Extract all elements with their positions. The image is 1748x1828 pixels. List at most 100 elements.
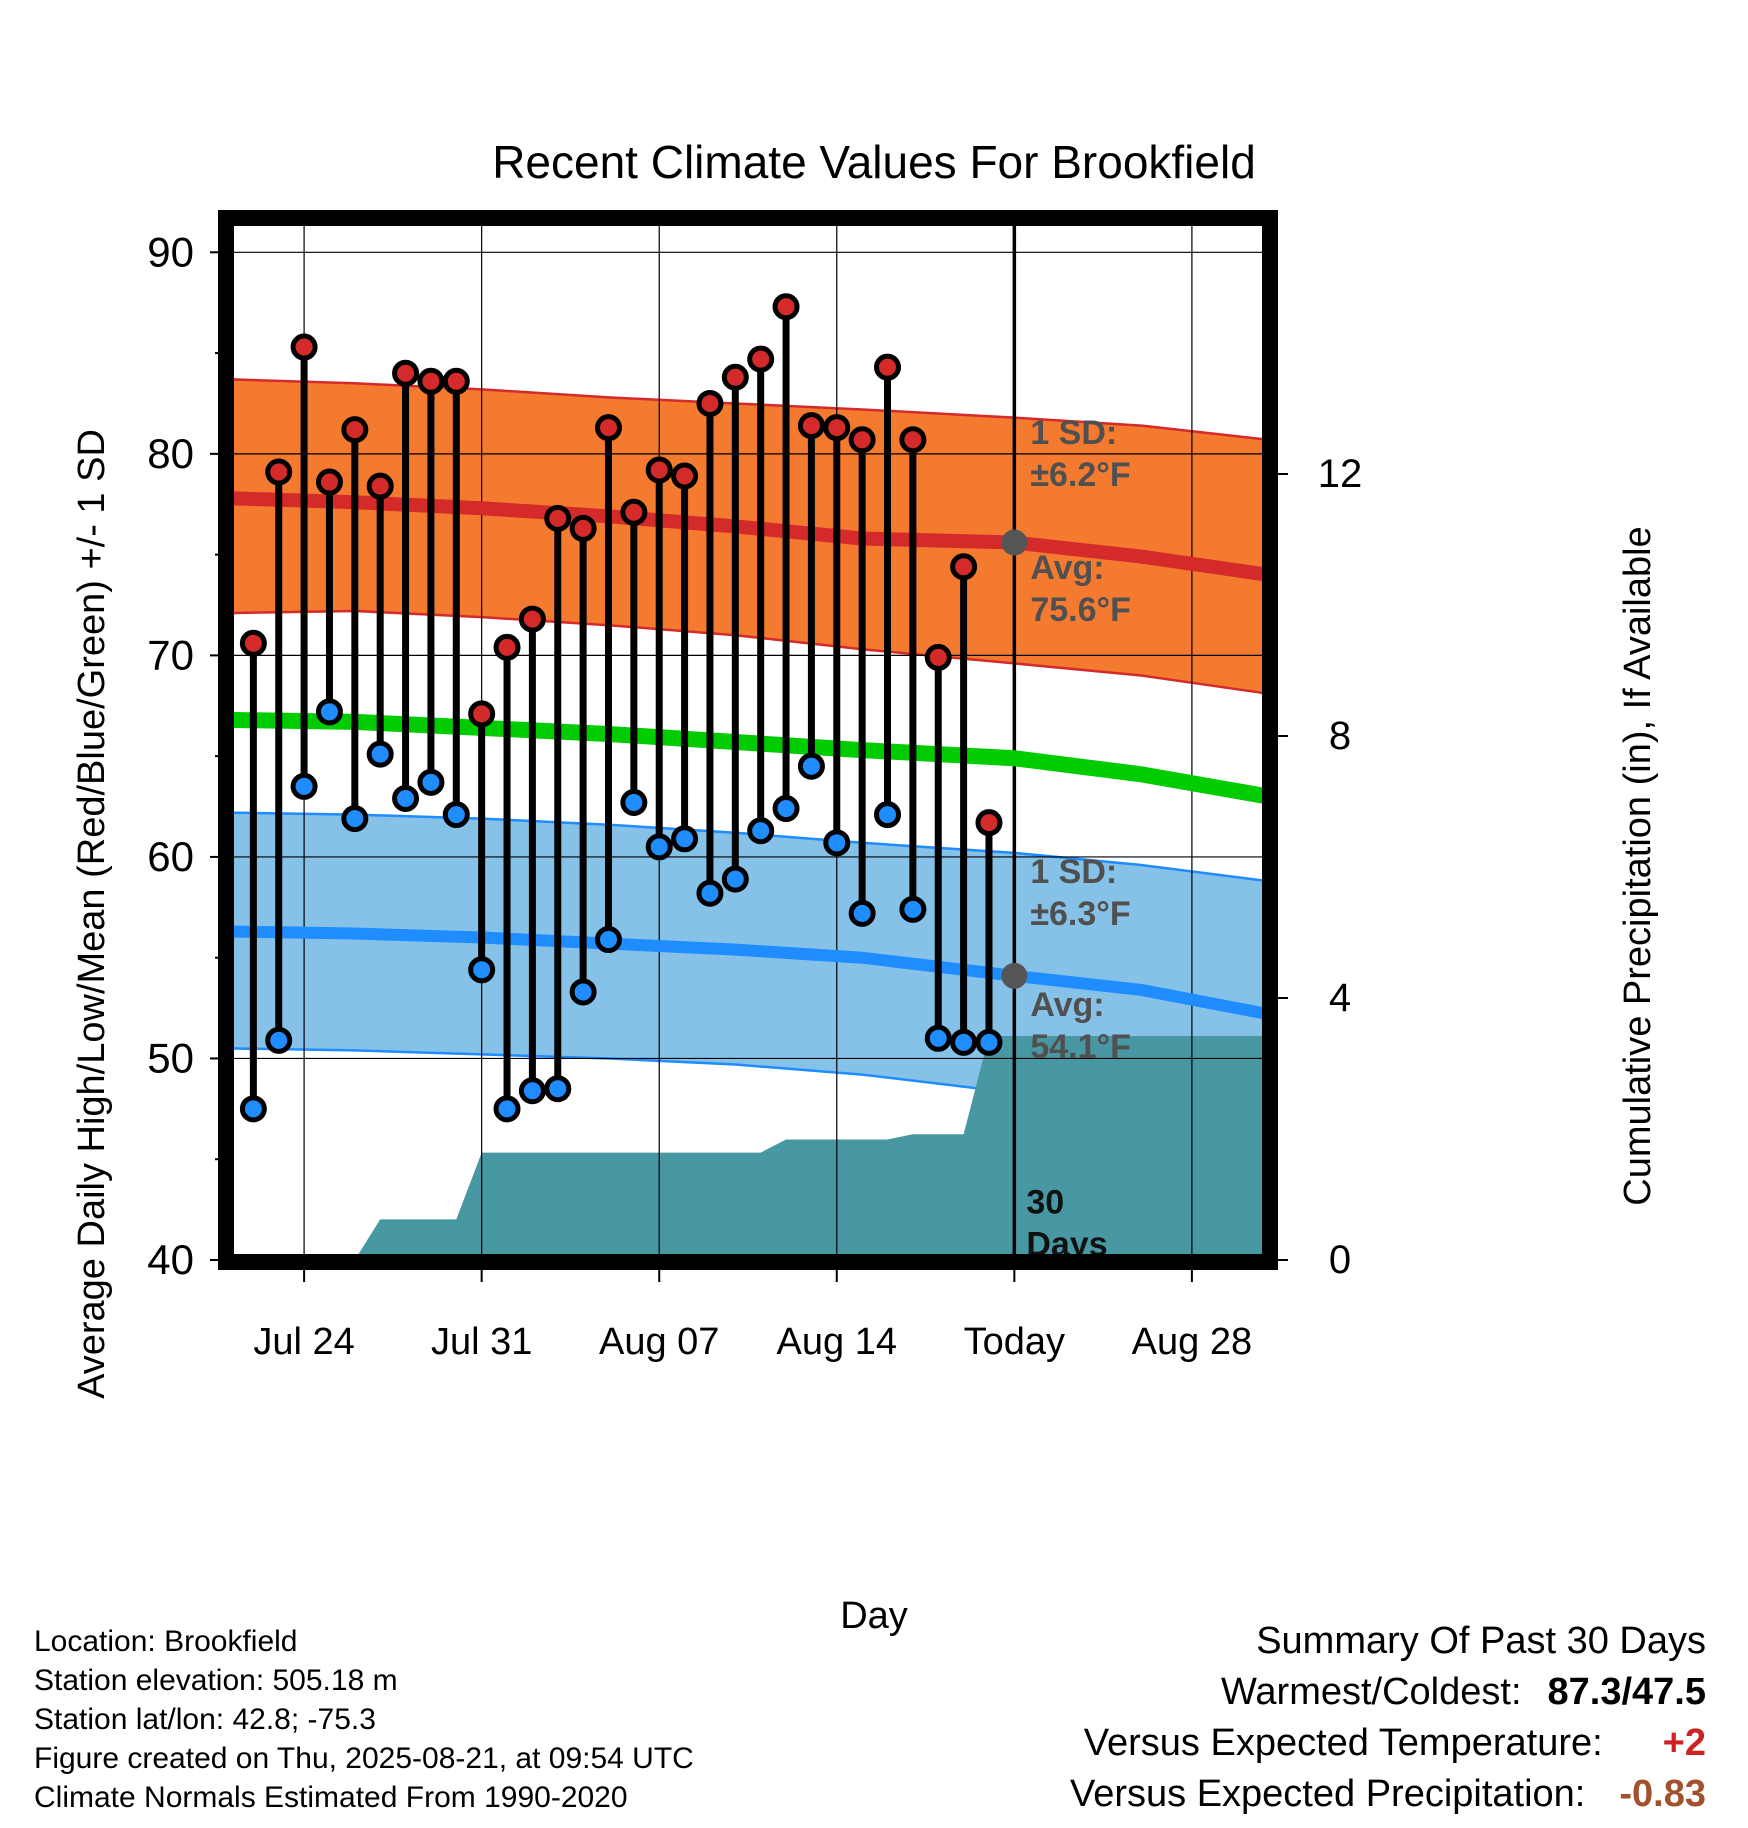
daily-low-point [924, 1024, 952, 1052]
daily-high-point [645, 456, 673, 484]
daily-low-point [468, 956, 496, 984]
daily-low-point [239, 1095, 267, 1123]
daily-high-point [544, 504, 572, 532]
location-text: Location: Brookfield [34, 1625, 298, 1658]
temp-row: Versus Expected Temperature: +2 [1070, 1718, 1706, 1769]
precip-row: Versus Expected Precipitation: -0.83 [1070, 1769, 1706, 1820]
low-sd-annotation: ±6.3°F [1030, 895, 1130, 933]
daily-high-point [848, 426, 876, 454]
daily-low-point [569, 978, 597, 1006]
daily-low-point [544, 1075, 572, 1103]
daily-low-point [899, 895, 927, 923]
y-tick-label-left: 80 [147, 430, 194, 477]
daily-high-point [772, 293, 800, 321]
plot-inner [220, 212, 1276, 1268]
daily-high-point [493, 633, 521, 661]
x-tick-label: Aug 14 [777, 1321, 897, 1363]
daily-low-point [747, 817, 775, 845]
y-tick-label-right: 0 [1329, 1238, 1351, 1282]
daily-low-point [594, 926, 622, 954]
daily-high-point [290, 333, 318, 361]
daily-low-point [392, 784, 420, 812]
x-axis-label: Day [840, 1595, 908, 1637]
daily-high-point [874, 353, 902, 381]
latlon-text: Station lat/lon: 42.8; -75.3 [34, 1703, 376, 1736]
plot-area: 1 SD: ±6.2°F Avg: 75.6°F 1 SD: ±6.3°F Avg: 54.1… [147, 210, 1363, 1363]
summary-panel: Summary Of Past 30 Days Warmest/Coldest:… [1070, 1616, 1706, 1820]
warmest-coldest-value: 87.3/47.5 [1547, 1671, 1706, 1713]
chart-title: Recent Climate Values For Brookfield [492, 136, 1256, 188]
summary-title: Summary Of Past 30 Days [1256, 1620, 1706, 1662]
y-tick-label-left: 70 [147, 631, 194, 678]
low-avg-annotation: Avg: [1030, 986, 1104, 1024]
temp-label: Versus Expected Temperature: [1083, 1722, 1603, 1764]
daily-high-point [442, 367, 470, 395]
plot-frame [218, 210, 1278, 1270]
y-tick-label-left: 90 [147, 228, 194, 275]
daily-low-point [823, 829, 851, 857]
daily-low-point [417, 768, 445, 796]
daily-high-point [721, 363, 749, 391]
high-sd-annotation: 1 SD: [1030, 414, 1117, 452]
y-axis-label-left: Average Daily High/Low/Mean (Red/Blue/Gr… [71, 429, 113, 1399]
y-tick-label-right: 4 [1329, 976, 1351, 1020]
daily-high-point [392, 359, 420, 387]
daily-low-point [366, 740, 394, 768]
daily-low-point [772, 795, 800, 823]
daily-high-point [975, 809, 1003, 837]
daily-high-point [518, 605, 546, 633]
daily-low-point [671, 825, 699, 853]
daily-low-point [848, 899, 876, 927]
daily-low-point [950, 1028, 978, 1056]
precipitation-area [228, 1036, 1268, 1260]
daily-low-point [721, 865, 749, 893]
daily-high-point [747, 345, 775, 373]
x-tick-label: Jul 31 [431, 1321, 532, 1363]
daily-low-point [442, 801, 470, 829]
station-info: Location: Brookfield Station elevation: … [34, 1622, 694, 1817]
temp-value: +2 [1662, 1722, 1706, 1764]
created-text: Figure created on Thu, 2025-08-21, at 09… [34, 1742, 694, 1775]
daily-high-point [620, 498, 648, 526]
daily-high-point [823, 414, 851, 442]
daily-low-point [290, 772, 318, 800]
x-tick-label: Aug 28 [1132, 1321, 1252, 1363]
daily-high-point [341, 416, 369, 444]
x-tick-label: Aug 07 [599, 1321, 719, 1363]
low-average-line [227, 925, 1270, 1020]
y-tick-label-left: 60 [147, 833, 194, 880]
daily-low-point [493, 1095, 521, 1123]
daily-low-point [797, 752, 825, 780]
low-sd-annotation: 1 SD: [1030, 853, 1117, 891]
daily-high-point [366, 472, 394, 500]
daily-low-point [265, 1026, 293, 1054]
high-sd-annotation: ±6.2°F [1030, 456, 1130, 494]
x-tick-label: Today [964, 1321, 1065, 1363]
high-avg-annotation: Avg: [1030, 549, 1104, 587]
daily-high-point [671, 462, 699, 490]
daily-high-point [950, 553, 978, 581]
today-low-average-marker [1001, 962, 1028, 989]
elevation-text: Station elevation: 505.18 m [34, 1664, 398, 1697]
daily-high-point [569, 514, 597, 542]
daily-low-point [696, 879, 724, 907]
precip-label: Versus Expected Precipitation: [1069, 1773, 1586, 1815]
precip-value: -0.83 [1619, 1773, 1706, 1815]
y-tick-label-right: 8 [1329, 714, 1351, 758]
y-tick-label-left: 40 [147, 1236, 194, 1283]
daily-high-point [239, 629, 267, 657]
daily-low-point [315, 698, 343, 726]
y-tick-label-right: 12 [1318, 452, 1363, 496]
high-avg-annotation: 75.6°F [1030, 591, 1131, 629]
daily-high-point [797, 412, 825, 440]
daily-low-point [874, 801, 902, 829]
daily-low-point [975, 1028, 1003, 1056]
y-tick-label-left: 50 [147, 1034, 194, 1081]
low-avg-annotation: 54.1°F [1030, 1028, 1131, 1066]
period-annotation: 30 [1026, 1184, 1064, 1222]
daily-high-point [417, 367, 445, 395]
x-tick-label: Jul 24 [253, 1321, 354, 1363]
high-sd-band [228, 379, 1268, 694]
today-high-average-marker [1001, 529, 1028, 556]
